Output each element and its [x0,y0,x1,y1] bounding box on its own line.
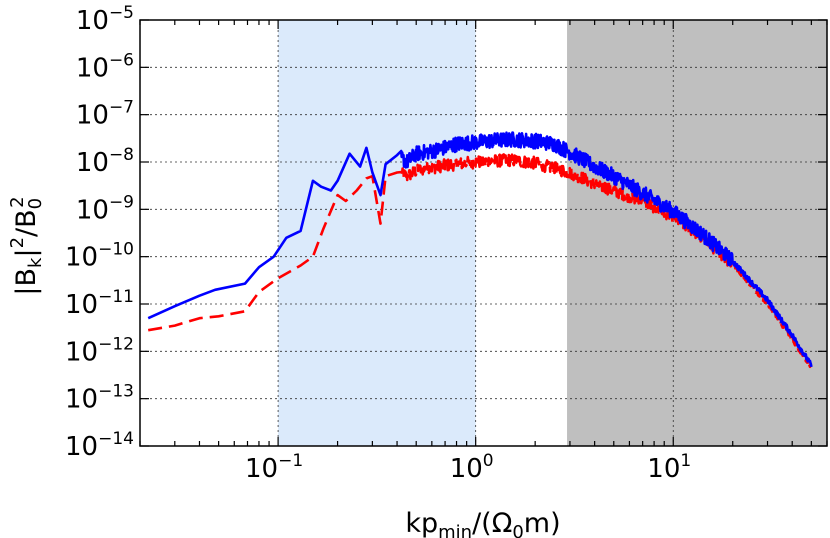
shaded-bands [278,20,827,446]
x-tick-exp-0: −1 [278,451,303,471]
y-axis-title-p1: |B [11,268,42,296]
y-tick-base-6: 10 [76,148,109,178]
x-tick-labels: 10−1 100 101 [245,451,691,484]
y-tick-base-4: 10 [65,243,98,273]
series-blue-solid [147,131,813,368]
x-tick-exp-1: 0 [483,451,494,471]
y-tick-label-6: 10−8 [76,145,134,178]
x-axis-title: kpmin/(Ω0m) [405,508,560,538]
y-tick-base-3: 10 [65,290,98,320]
y-tick-exp-8: −6 [109,50,134,70]
y-tick-label-8: 10−6 [76,50,134,83]
y-tick-exp-9: −5 [109,3,134,23]
x-tick-label-0: 10−1 [245,451,303,484]
x-axis-title-sub2: 0 [512,522,523,538]
light-blue-band [278,20,476,446]
y-tick-base-8: 10 [76,53,109,83]
y-tick-exp-5: −9 [109,192,134,212]
y-tick-exp-7: −7 [109,98,134,118]
y-tick-label-0: 10−14 [65,429,134,462]
grid-lines [140,19,827,447]
y-axis-title-sub1: k [25,257,46,268]
y-tick-base-5: 10 [76,195,109,225]
y-axis-title-p3: /B [11,209,42,237]
x-axis-title-sub: min [438,522,472,538]
y-axis-title-p2: | [11,248,42,257]
y-tick-label-1: 10−13 [65,382,134,415]
x-axis-title-pre: kp [405,508,438,538]
y-tick-exp-6: −8 [109,145,134,165]
y-tick-base-0: 10 [65,432,98,462]
tick-marks [139,19,828,447]
y-tick-label-4: 10−10 [65,240,134,273]
y-tick-label-2: 10−12 [65,334,134,367]
series-red-dashed [147,153,813,369]
x-tick-base-0: 10 [245,454,278,484]
y-tick-base-1: 10 [65,385,98,415]
y-tick-exp-1: −13 [98,382,134,402]
series-lines [147,131,813,369]
x-tick-label-1: 100 [450,451,494,484]
y-tick-label-7: 10−7 [76,98,134,131]
y-axis-title: |Bk|2/B02 [7,196,46,295]
y-axis-title-sup2: 2 [7,196,28,207]
x-tick-label-2: 101 [647,451,691,484]
x-axis-title-mid: /(Ω [472,508,512,538]
y-tick-exp-2: −12 [98,334,134,354]
y-tick-base-9: 10 [76,6,109,36]
y-tick-label-9: 10−5 [76,3,134,36]
x-tick-exp-2: 1 [680,451,691,471]
y-axis-title-sub2: 0 [25,198,46,209]
x-tick-base-1: 10 [450,454,483,484]
plot-frame [139,19,828,447]
x-tick-base-2: 10 [647,454,680,484]
y-tick-exp-4: −10 [98,240,134,260]
y-tick-label-5: 10−9 [76,192,134,225]
y-tick-labels: 10−1410−1310−1210−1110−1010−910−810−710−… [65,3,134,462]
y-tick-exp-0: −14 [98,429,134,449]
y-tick-base-2: 10 [65,337,98,367]
y-tick-base-7: 10 [76,101,109,131]
x-axis-title-post: m) [524,508,561,538]
y-tick-exp-3: −11 [98,287,134,307]
y-tick-label-3: 10−11 [65,287,134,320]
y-axis-title-sup1: 2 [7,237,28,248]
